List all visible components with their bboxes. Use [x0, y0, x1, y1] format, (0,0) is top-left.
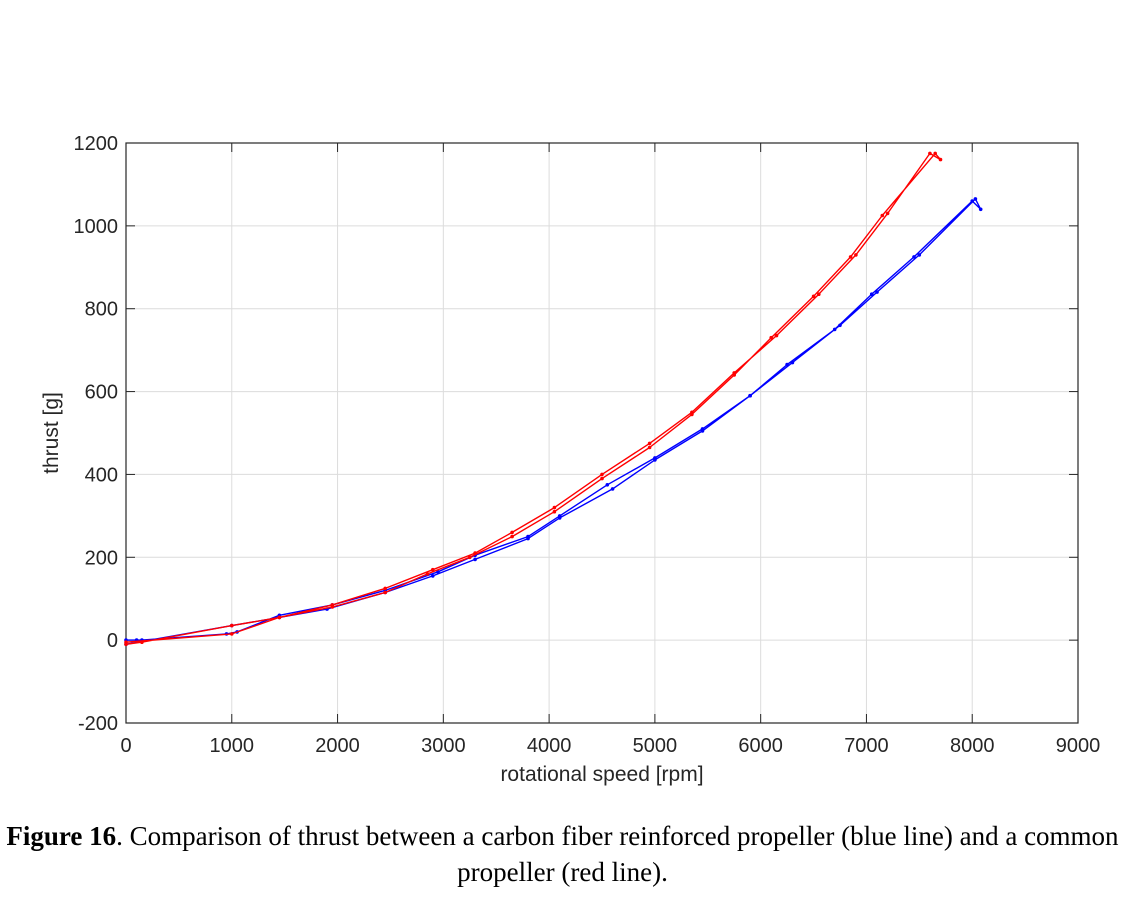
data-point-2 — [600, 476, 604, 481]
x-tick-label: 8000 — [950, 735, 995, 757]
x-tick-label: 7000 — [844, 735, 889, 757]
data-point-1 — [790, 360, 795, 365]
x-tick-label: 9000 — [1056, 735, 1101, 757]
series-layer — [124, 151, 983, 647]
data-point-2 — [383, 590, 388, 595]
data-point-2 — [647, 445, 652, 450]
data-point-1 — [970, 199, 974, 203]
data-point-2 — [425, 572, 430, 576]
plot-frame — [125, 142, 1079, 724]
data-point-1 — [557, 516, 562, 520]
grid — [125, 142, 1079, 724]
data-point-1 — [473, 557, 477, 562]
data-point-2 — [431, 567, 435, 572]
y-tick-label: 600 — [85, 382, 118, 404]
series-line-2 — [125, 152, 942, 645]
data-point-2 — [880, 213, 885, 218]
data-point-2 — [928, 151, 932, 156]
y-tick-label: 200 — [85, 547, 118, 569]
data-point-2 — [933, 151, 937, 156]
caption-text: . Comparison of thrust between a carbon … — [116, 821, 1119, 887]
data-point-2 — [848, 255, 853, 259]
y-tick-label: 1000 — [74, 216, 119, 238]
data-point-2 — [769, 335, 773, 340]
data-point-1 — [912, 255, 916, 259]
x-tick-label: 0 — [120, 735, 131, 757]
data-point-1 — [875, 290, 879, 294]
data-point-2 — [510, 534, 514, 539]
data-point-2 — [468, 555, 472, 560]
data-point-2 — [817, 292, 821, 297]
data-point-2 — [510, 530, 514, 535]
data-point-2 — [473, 551, 477, 555]
y-tick-label: 800 — [85, 299, 118, 321]
data-point-2 — [383, 586, 388, 591]
data-point-1 — [605, 483, 610, 487]
y-axis-label: thrust [g] — [40, 392, 63, 474]
data-point-2 — [854, 253, 858, 257]
data-point-1 — [917, 253, 922, 257]
data-point-2 — [230, 632, 234, 636]
x-tick-label: 1000 — [210, 735, 255, 757]
x-tick-labels: 0 1000 2000 3000 4000 5000 6000 7000 8000 9000 — [120, 735, 1100, 757]
data-point-2 — [277, 615, 282, 620]
data-point-1 — [869, 292, 874, 297]
data-point-1 — [785, 362, 789, 367]
data-point-1 — [832, 327, 837, 332]
x-axis-label: rotational speed [rpm] — [500, 763, 703, 786]
data-point-2 — [552, 505, 557, 510]
x-tick-label: 2000 — [315, 735, 360, 757]
x-tick-label: 4000 — [527, 735, 572, 757]
data-point-1 — [748, 393, 752, 398]
data-point-1 — [653, 458, 657, 462]
data-point-2 — [330, 605, 335, 609]
thrust-chart: 0 1000 2000 3000 4000 5000 6000 7000 8000 9000 -2… — [40, 133, 1100, 786]
data-point-2 — [885, 211, 890, 216]
data-point-1 — [700, 429, 705, 433]
data-point-1 — [526, 536, 530, 541]
y-tick-label: -200 — [78, 713, 118, 735]
data-point-2 — [774, 333, 779, 338]
data-point-2 — [938, 157, 943, 162]
data-point-2 — [552, 509, 557, 514]
data-point-2 — [140, 640, 144, 644]
data-point-1 — [838, 323, 842, 328]
data-point-1 — [978, 207, 983, 212]
x-tick-label: 5000 — [633, 735, 678, 757]
data-point-2 — [690, 412, 694, 417]
data-point-1 — [973, 197, 978, 201]
y-tick-labels: -200 0 200 400 600 800 1000 1200 — [74, 133, 119, 735]
data-point-1 — [436, 570, 440, 574]
data-point-2 — [600, 472, 604, 477]
data-point-1 — [431, 574, 435, 578]
ticks — [125, 142, 1079, 724]
y-tick-label: 400 — [85, 464, 118, 486]
data-point-2 — [230, 623, 234, 628]
data-point-2 — [732, 373, 736, 377]
figure-number: Figure 16 — [6, 821, 117, 851]
figure-caption: Figure 16. Comparison of thrust between … — [0, 818, 1125, 890]
data-point-1 — [610, 487, 615, 491]
data-point-2 — [647, 441, 652, 446]
y-tick-label: 0 — [107, 630, 118, 652]
data-point-2 — [124, 640, 128, 644]
x-tick-label: 6000 — [738, 735, 783, 757]
x-tick-label: 3000 — [421, 735, 466, 757]
data-point-2 — [811, 294, 816, 299]
y-tick-label: 1200 — [74, 133, 119, 155]
series-line-1 — [125, 198, 982, 645]
